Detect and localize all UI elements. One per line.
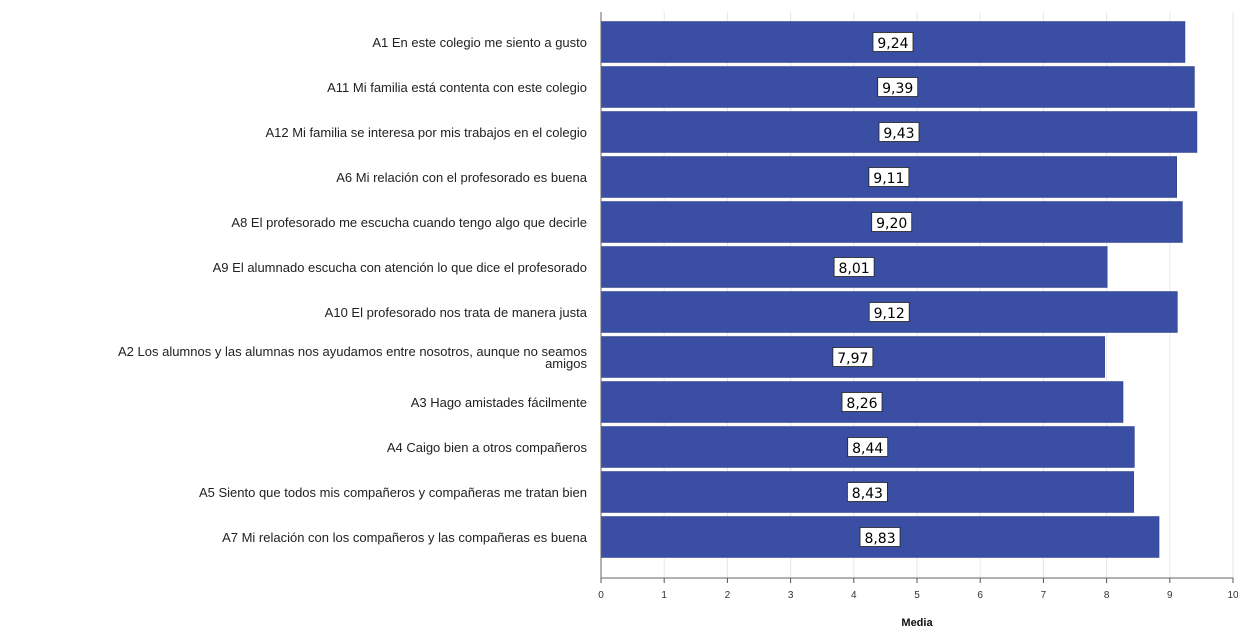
value-label-text: 7,97	[837, 351, 868, 367]
value-label-text: 8,44	[852, 441, 883, 457]
x-tick-label: 5	[914, 590, 920, 601]
value-label: 9,20	[871, 212, 913, 232]
value-label-layer: 9,24 9,39 9,43 9,11 9,20 8,01 9,12 7,97 8,26 8,44…	[832, 32, 920, 547]
x-tick-label: 2	[725, 590, 731, 601]
x-tick-label: 4	[851, 590, 857, 601]
value-label: 7,97	[832, 347, 874, 367]
value-label-text: 8,26	[846, 396, 877, 412]
value-label: 9,11	[868, 167, 910, 187]
value-label: 8,01	[833, 257, 875, 277]
value-label: 8,26	[841, 392, 883, 412]
value-label-text: 9,11	[873, 171, 904, 187]
value-label-box	[872, 32, 914, 52]
category-label: A3 Hago amistades fácilmente	[411, 395, 587, 410]
value-label-text: 9,43	[883, 126, 914, 142]
x-tick-label: 1	[661, 590, 667, 601]
value-label: 8,44	[847, 437, 889, 457]
value-label: 9,24	[872, 32, 914, 52]
x-axis: 0 1 2 3 4 5 6 7 8 9 10	[598, 12, 1239, 601]
x-tick-label: 3	[788, 590, 794, 601]
category-label: A12 Mi familia se interesa por mis traba…	[265, 125, 587, 140]
bar-layer	[600, 21, 1198, 558]
value-label-box	[847, 437, 889, 457]
category-label-layer: A1 En este colegio me siento a gusto A11 …	[118, 35, 588, 545]
category-label: A10 El profesorado nos trata de manera j…	[325, 305, 588, 320]
value-label-text: 9,39	[882, 81, 913, 97]
value-label-text: 8,83	[864, 531, 895, 547]
x-tick-label: 8	[1104, 590, 1110, 601]
value-label: 9,12	[868, 302, 910, 322]
value-label-text: 9,12	[874, 306, 905, 322]
x-tick-label: 10	[1227, 590, 1239, 601]
value-label-box	[832, 347, 874, 367]
category-label: A7 Mi relación con los compañeros y las …	[222, 530, 588, 545]
value-label-box	[859, 527, 901, 547]
x-tick-label: 6	[977, 590, 983, 601]
value-label-box	[868, 302, 910, 322]
value-label-box	[877, 77, 919, 97]
value-label: 8,43	[846, 482, 888, 502]
value-label-box	[878, 122, 920, 142]
category-label: A1 En este colegio me siento a gusto	[372, 35, 587, 50]
category-label: A8 El profesorado me escucha cuando teng…	[231, 215, 587, 230]
value-label-text: 9,20	[876, 216, 907, 232]
value-label-box	[833, 257, 875, 277]
value-label-box	[868, 167, 910, 187]
category-label: A9 El alumnado escucha con atención lo q…	[213, 260, 587, 275]
x-tick-label: 9	[1167, 590, 1173, 601]
category-label: A4 Caigo bien a otros compañeros	[387, 440, 588, 455]
value-label: 9,43	[878, 122, 920, 142]
x-tick-label: 0	[598, 590, 604, 601]
category-label: A11 Mi familia está contenta con este co…	[327, 80, 587, 95]
x-tick-label: 7	[1041, 590, 1047, 601]
category-label: A2 Los alumnos y las alumnas nos ayudamo…	[118, 344, 587, 371]
value-label-box	[846, 482, 888, 502]
x-axis-title: Media	[901, 617, 933, 629]
value-label-text: 8,01	[839, 261, 870, 277]
value-label-box	[871, 212, 913, 232]
value-label: 8,83	[859, 527, 901, 547]
value-label-text: 8,43	[852, 486, 883, 502]
value-label-box	[841, 392, 883, 412]
value-label: 9,39	[877, 77, 919, 97]
category-label: A5 Siento que todos mis compañeros y com…	[199, 485, 587, 500]
category-label: A6 Mi relación con el profesorado es bue…	[336, 170, 588, 185]
value-label-text: 9,24	[877, 36, 908, 52]
